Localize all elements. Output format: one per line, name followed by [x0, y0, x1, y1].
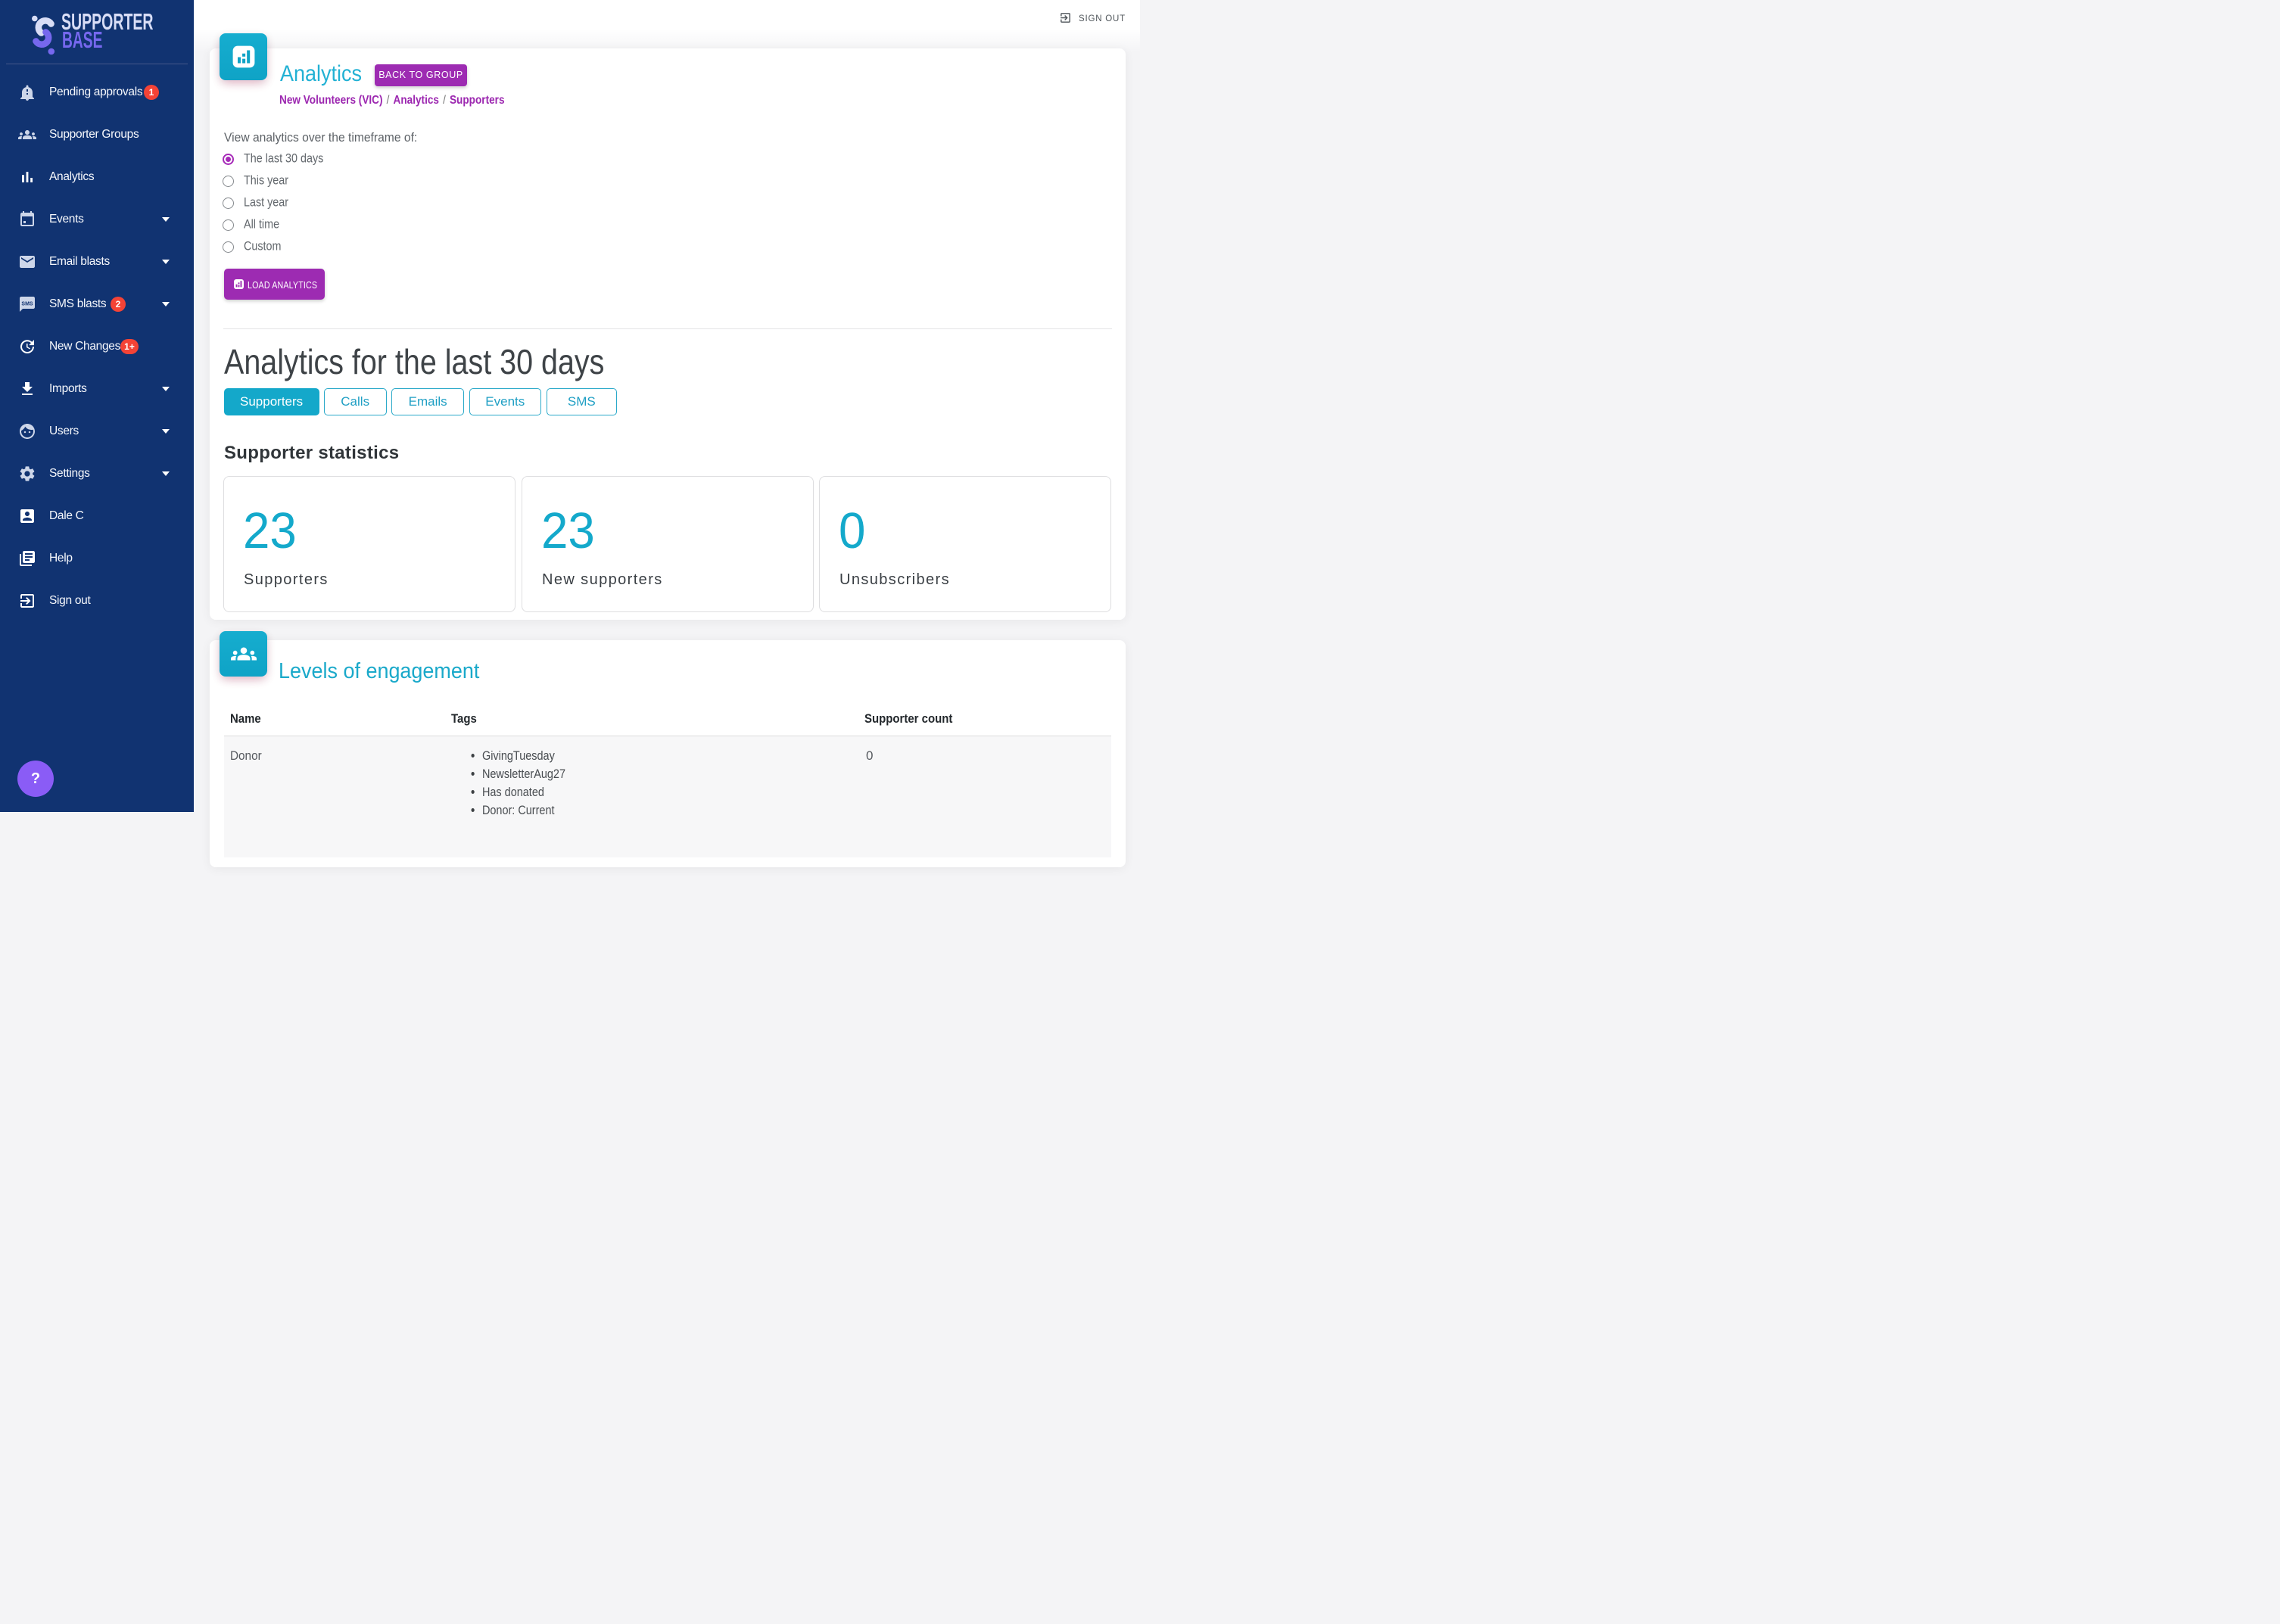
- svg-text:SMS: SMS: [21, 301, 33, 306]
